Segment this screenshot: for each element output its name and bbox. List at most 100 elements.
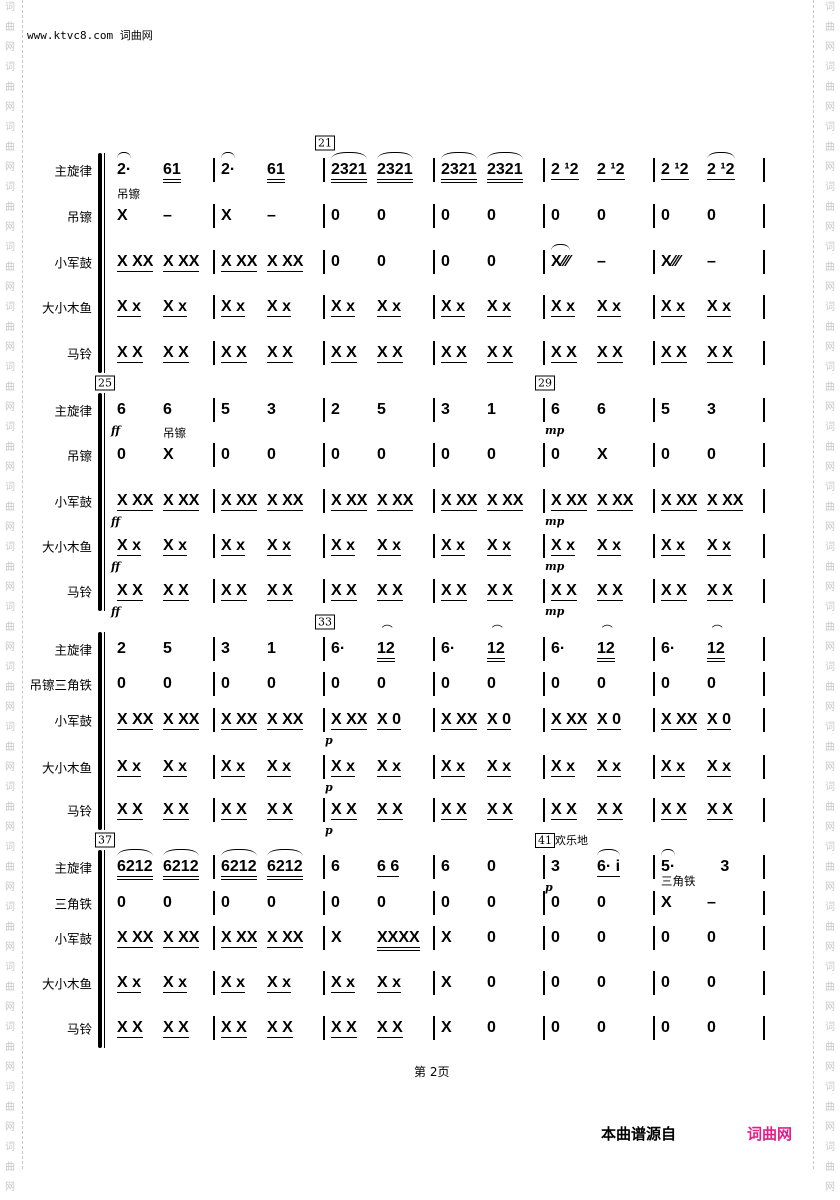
note-text: X x (441, 298, 466, 317)
note: 6 (331, 858, 340, 876)
instrument-label: 小军鼓 (54, 255, 92, 271)
note: X XX (707, 492, 744, 511)
watermark-char: 曲 (825, 502, 835, 513)
note-text: X XX (267, 929, 304, 948)
note-text: X x (267, 974, 292, 993)
note: X x (377, 974, 402, 993)
note-text: 2· (221, 161, 236, 178)
note-text: X x (117, 974, 142, 993)
watermark-char: 网 (5, 162, 15, 173)
note-text: X x (377, 537, 402, 556)
note: 0 (163, 675, 172, 693)
note: X XX (117, 711, 154, 730)
instrument-label: 小军鼓 (54, 713, 92, 729)
note-text: X X (163, 801, 189, 820)
note-text: X X (377, 582, 403, 601)
note-text: X X (597, 801, 623, 820)
note-text: 0 (377, 675, 386, 692)
note: 0 (551, 929, 560, 947)
barline (653, 398, 655, 422)
note: 0 (221, 675, 230, 693)
slur (551, 244, 570, 251)
note-text: X x (331, 758, 356, 777)
note: 6 mp (545, 401, 564, 437)
note: X x (597, 298, 622, 317)
note: X x (117, 974, 142, 993)
barline (653, 489, 655, 513)
note: 0 (597, 675, 606, 693)
instrument-label: 主旋律 (54, 860, 92, 876)
note: 0 (551, 974, 560, 992)
barline (763, 489, 765, 513)
dynamic-marking: mp (545, 560, 565, 573)
note: 0 (707, 1019, 716, 1037)
dynamic-marking: mp (545, 424, 565, 437)
note-text: X XX (221, 492, 258, 511)
watermark-char: 网 (5, 1182, 15, 1193)
watermark-char: 词 (5, 902, 15, 913)
note-text: X XX (221, 929, 258, 948)
barline (433, 398, 435, 422)
barline (213, 708, 215, 732)
note-text: X x (163, 298, 188, 317)
instrument-label: 吊镲三角铁 (29, 677, 92, 693)
note: 0 (441, 675, 450, 693)
note-text: 3 (707, 858, 730, 875)
note-text: X x (487, 758, 512, 777)
rehearsal-number: 41 (535, 833, 555, 848)
note: X x (707, 298, 732, 317)
watermark-char: 网 (5, 1122, 15, 1133)
note: X XX ff (111, 492, 154, 528)
note-text: 0 (331, 446, 340, 463)
dynamic-marking: mp (545, 515, 565, 528)
note-text: X X (331, 344, 357, 363)
note: X x (597, 537, 622, 556)
rehearsal-number: 25 (95, 375, 115, 391)
note-text: X X (117, 344, 143, 363)
barline (763, 204, 765, 228)
instrument-label: 小军鼓 (54, 931, 92, 947)
watermark-char: 网 (825, 1182, 835, 1193)
note: 0 (707, 929, 716, 947)
note: 3 (441, 401, 450, 419)
note-text: 0 (487, 446, 496, 463)
barline (543, 891, 545, 915)
note: X 吊镲 (163, 428, 186, 464)
barline (543, 855, 545, 879)
watermark-char: 词 (825, 1142, 835, 1153)
barline (433, 926, 435, 950)
brand-link[interactable]: 词曲网 (747, 1125, 793, 1143)
slur (377, 152, 413, 159)
note: X x (163, 537, 188, 556)
note-text: X X (331, 582, 357, 601)
instrument-label: 大小木鱼 (41, 539, 92, 555)
barline (763, 398, 765, 422)
note: 12 ⌒ (597, 626, 615, 662)
watermark-char: 词 (825, 2, 835, 13)
watermark-char: 词 (825, 422, 835, 433)
barline (433, 891, 435, 915)
note-text: 0 (661, 207, 670, 224)
note: 0 (441, 253, 450, 271)
note: X x (221, 758, 246, 777)
note: 0 (487, 446, 496, 464)
rehearsal-mark: 21 (315, 135, 335, 151)
note-text: 0 (331, 675, 340, 692)
watermark-char: 曲 (825, 22, 835, 33)
note-text: 0 (377, 253, 386, 270)
watermark-char: 曲 (825, 262, 835, 273)
rehearsal-mark: 25 (95, 375, 115, 391)
note: X x (551, 298, 576, 317)
note: X X (221, 1019, 247, 1038)
watermark-char: 曲 (5, 922, 15, 933)
watermark-char: 曲 (5, 442, 15, 453)
note-text: X x (221, 537, 246, 556)
watermark-char: 词 (5, 482, 15, 493)
note: 0 (221, 446, 230, 464)
watermark-char: 网 (825, 1122, 835, 1133)
barline (323, 855, 325, 879)
note-text: 0 (707, 974, 716, 991)
note-text: X X (707, 801, 733, 820)
watermark-char: 词 (825, 782, 835, 793)
note-text: 0 (707, 446, 716, 463)
